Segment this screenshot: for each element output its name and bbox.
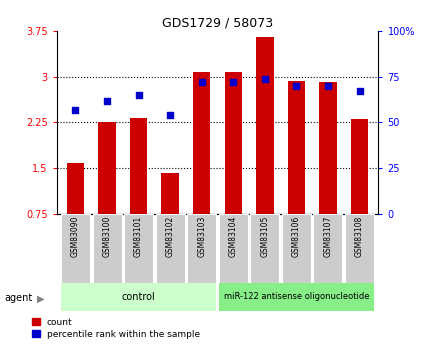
Text: GSM83108: GSM83108 <box>354 216 363 257</box>
Bar <box>344 214 373 283</box>
Bar <box>224 72 241 214</box>
Text: GSM83090: GSM83090 <box>71 216 80 257</box>
Bar <box>281 214 310 283</box>
Point <box>166 112 173 118</box>
Point <box>103 98 110 103</box>
Point <box>292 83 299 89</box>
Point <box>261 76 268 81</box>
Bar <box>92 214 121 283</box>
Bar <box>187 214 216 283</box>
Bar <box>350 119 367 214</box>
Title: GDS1729 / 58073: GDS1729 / 58073 <box>161 17 273 30</box>
Point <box>198 79 205 85</box>
Text: GSM83101: GSM83101 <box>134 216 143 257</box>
Bar <box>61 214 90 283</box>
Point <box>324 83 331 89</box>
Text: GSM83106: GSM83106 <box>291 216 300 257</box>
Bar <box>287 81 304 214</box>
Legend: count, percentile rank within the sample: count, percentile rank within the sample <box>30 316 201 341</box>
Bar <box>319 82 336 214</box>
Text: GSM83107: GSM83107 <box>323 216 332 257</box>
Bar <box>98 122 115 214</box>
Bar <box>155 214 184 283</box>
Bar <box>124 214 153 283</box>
Text: ▶: ▶ <box>37 294 44 303</box>
Text: GSM83103: GSM83103 <box>197 216 206 257</box>
Text: GSM83102: GSM83102 <box>165 216 174 257</box>
Bar <box>193 72 210 214</box>
Bar <box>218 283 373 310</box>
Bar <box>218 214 247 283</box>
Text: GSM83105: GSM83105 <box>260 216 269 257</box>
Bar <box>130 118 147 214</box>
Bar <box>250 214 279 283</box>
Bar <box>256 37 273 214</box>
Bar <box>161 173 178 214</box>
Text: control: control <box>122 292 155 302</box>
Bar <box>61 283 216 310</box>
Point <box>135 92 142 98</box>
Text: GSM83100: GSM83100 <box>102 216 111 257</box>
Bar <box>313 214 342 283</box>
Text: GSM83104: GSM83104 <box>228 216 237 257</box>
Point <box>72 107 79 112</box>
Point <box>355 89 362 94</box>
Text: miR-122 antisense oligonucleotide: miR-122 antisense oligonucleotide <box>223 292 368 301</box>
Text: agent: agent <box>4 294 33 303</box>
Bar <box>67 163 84 214</box>
Point <box>229 79 236 85</box>
